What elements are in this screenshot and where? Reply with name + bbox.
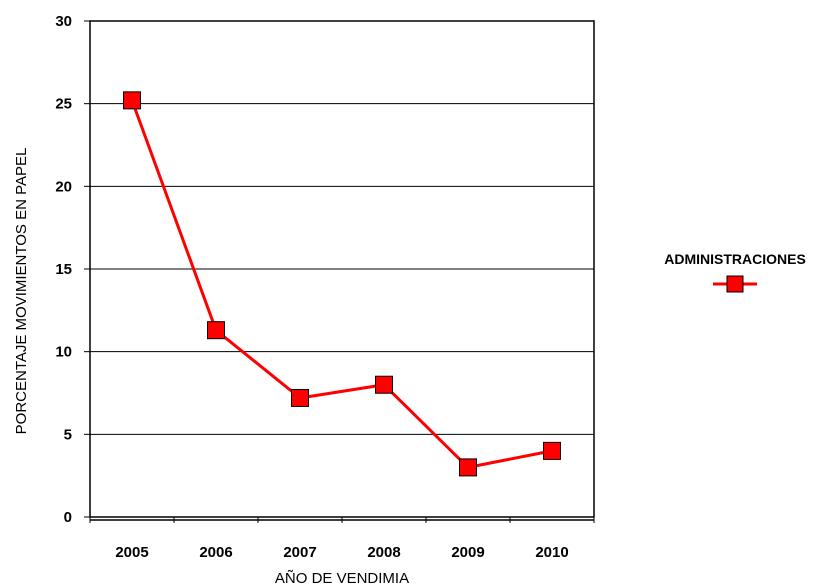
y-tick-label: 0 bbox=[64, 509, 72, 526]
data-point-marker bbox=[543, 441, 561, 460]
series-layer bbox=[123, 91, 561, 477]
gridlines bbox=[90, 103, 594, 435]
legend-label: ADMINISTRACIONES bbox=[664, 251, 806, 267]
y-tick-label: 25 bbox=[55, 96, 72, 113]
y-axis-ticks: 0 5 10 15 20 25 30 bbox=[55, 13, 90, 526]
legend: ADMINISTRACIONES bbox=[664, 251, 806, 293]
y-tick-label: 30 bbox=[55, 13, 72, 30]
y-axis-title: PORCENTAJE MOVIMIENTOS EN PAPEL bbox=[13, 148, 30, 435]
x-tick-label: 2010 bbox=[535, 544, 568, 561]
x-tick-label: 2005 bbox=[115, 544, 148, 561]
legend-marker bbox=[726, 275, 744, 293]
data-point-marker bbox=[459, 458, 477, 477]
x-tick-label: 2006 bbox=[199, 544, 232, 561]
data-point-marker bbox=[123, 91, 141, 110]
series-line bbox=[130, 99, 553, 469]
y-tick-label: 20 bbox=[55, 178, 72, 195]
x-tick-label: 2009 bbox=[451, 544, 484, 561]
data-point-marker bbox=[375, 375, 393, 394]
y-tick-label: 5 bbox=[64, 426, 72, 443]
y-tick-label: 15 bbox=[55, 261, 72, 278]
data-point-marker bbox=[291, 388, 309, 407]
x-tick-label: 2008 bbox=[367, 544, 400, 561]
data-point-marker bbox=[207, 321, 225, 340]
x-axis-title: AÑO DE VENDIMIA bbox=[275, 570, 409, 587]
y-tick-label: 10 bbox=[55, 344, 72, 361]
x-tick-label: 2007 bbox=[283, 544, 316, 561]
x-axis-ticks: 2005 2006 2007 2008 2009 2010 bbox=[89, 517, 595, 561]
